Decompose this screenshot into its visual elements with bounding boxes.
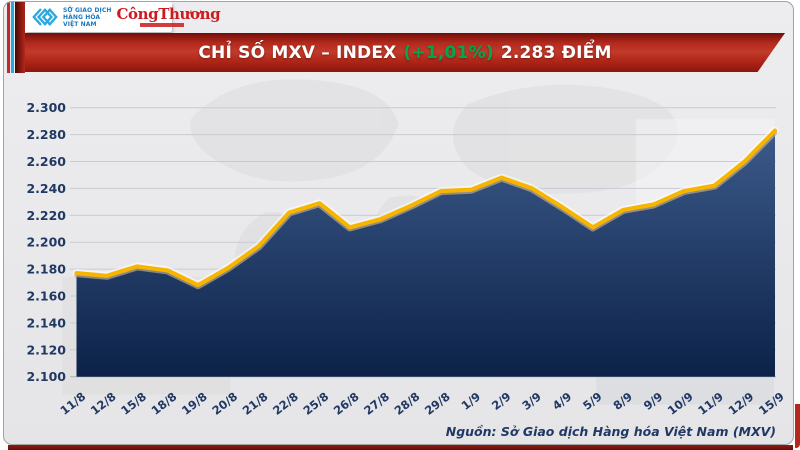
svg-text:26/8: 26/8 bbox=[331, 389, 362, 417]
svg-text:20/8: 20/8 bbox=[209, 389, 240, 417]
logo-box: SỞ GIAO DỊCH HÀNG HÓA VIỆT NAM CôngThươn… bbox=[25, 2, 221, 32]
accent-stripe-maroon bbox=[15, 2, 25, 73]
svg-text:15/8: 15/8 bbox=[118, 389, 149, 417]
mxv-logo-text: SỞ GIAO DỊCH HÀNG HÓA VIỆT NAM bbox=[63, 7, 111, 28]
banner-title: CHỈ SỐ MXV – INDEX bbox=[198, 42, 397, 63]
svg-text:21/8: 21/8 bbox=[240, 389, 271, 417]
svg-text:2.160: 2.160 bbox=[26, 289, 66, 304]
mxv-logo-line1: SỞ GIAO DỊCH bbox=[63, 6, 112, 14]
svg-text:2.120: 2.120 bbox=[26, 342, 66, 357]
svg-text:1/9: 1/9 bbox=[459, 389, 484, 412]
svg-text:8/9: 8/9 bbox=[610, 389, 635, 412]
svg-text:12/9: 12/9 bbox=[726, 389, 757, 417]
svg-text:2.240: 2.240 bbox=[26, 181, 66, 196]
congthuong-logo-name: CôngThương bbox=[116, 5, 221, 23]
congthuong-tagline-bar bbox=[140, 23, 185, 27]
bottom-red-band bbox=[8, 445, 793, 450]
accent-stripe-red bbox=[7, 2, 10, 73]
mxv-logo-line2: HÀNG HÓA bbox=[63, 13, 101, 21]
svg-text:25/8: 25/8 bbox=[300, 389, 331, 417]
svg-text:2.140: 2.140 bbox=[26, 315, 66, 330]
congthuong-logo: CôngThương bbox=[116, 5, 221, 27]
svg-text:2/9: 2/9 bbox=[489, 389, 514, 412]
title-banner: CHỈ SỐ MXV – INDEX (+1,01%) 2.283 ĐIỂM bbox=[25, 33, 785, 72]
mxv-logo-icon bbox=[32, 8, 58, 26]
svg-text:19/8: 19/8 bbox=[179, 389, 210, 417]
svg-text:2.300: 2.300 bbox=[26, 100, 66, 115]
svg-text:15/9: 15/9 bbox=[756, 389, 787, 417]
svg-text:28/8: 28/8 bbox=[392, 389, 423, 417]
source-caption: Nguồn: Sở Giao dịch Hàng hóa Việt Nam (M… bbox=[445, 424, 776, 439]
svg-text:5/9: 5/9 bbox=[580, 389, 605, 412]
svg-text:3/9: 3/9 bbox=[519, 389, 544, 412]
svg-text:27/8: 27/8 bbox=[361, 389, 392, 417]
banner-points-value: 2.283 ĐIỂM bbox=[500, 42, 612, 63]
svg-text:2.260: 2.260 bbox=[26, 154, 66, 169]
svg-text:18/8: 18/8 bbox=[149, 389, 180, 417]
mxv-logo-line3: VIỆT NAM bbox=[63, 20, 97, 28]
svg-text:2.180: 2.180 bbox=[26, 262, 66, 277]
svg-text:4/9: 4/9 bbox=[550, 389, 575, 412]
svg-text:29/8: 29/8 bbox=[422, 389, 453, 417]
svg-text:2.100: 2.100 bbox=[26, 369, 66, 384]
bottom-right-red-accent bbox=[795, 404, 800, 448]
svg-text:9/9: 9/9 bbox=[641, 389, 666, 412]
banner-change-percent: (+1,01%) bbox=[403, 42, 494, 63]
svg-text:12/8: 12/8 bbox=[88, 389, 119, 417]
accent-stripe-cyan bbox=[10, 2, 14, 73]
svg-text:2.200: 2.200 bbox=[26, 235, 66, 250]
svg-text:10/9: 10/9 bbox=[665, 389, 696, 417]
svg-text:22/8: 22/8 bbox=[270, 389, 301, 417]
svg-text:11/8: 11/8 bbox=[57, 389, 88, 417]
svg-text:2.220: 2.220 bbox=[26, 208, 66, 223]
svg-text:11/9: 11/9 bbox=[695, 389, 726, 417]
svg-text:2.280: 2.280 bbox=[26, 127, 66, 142]
